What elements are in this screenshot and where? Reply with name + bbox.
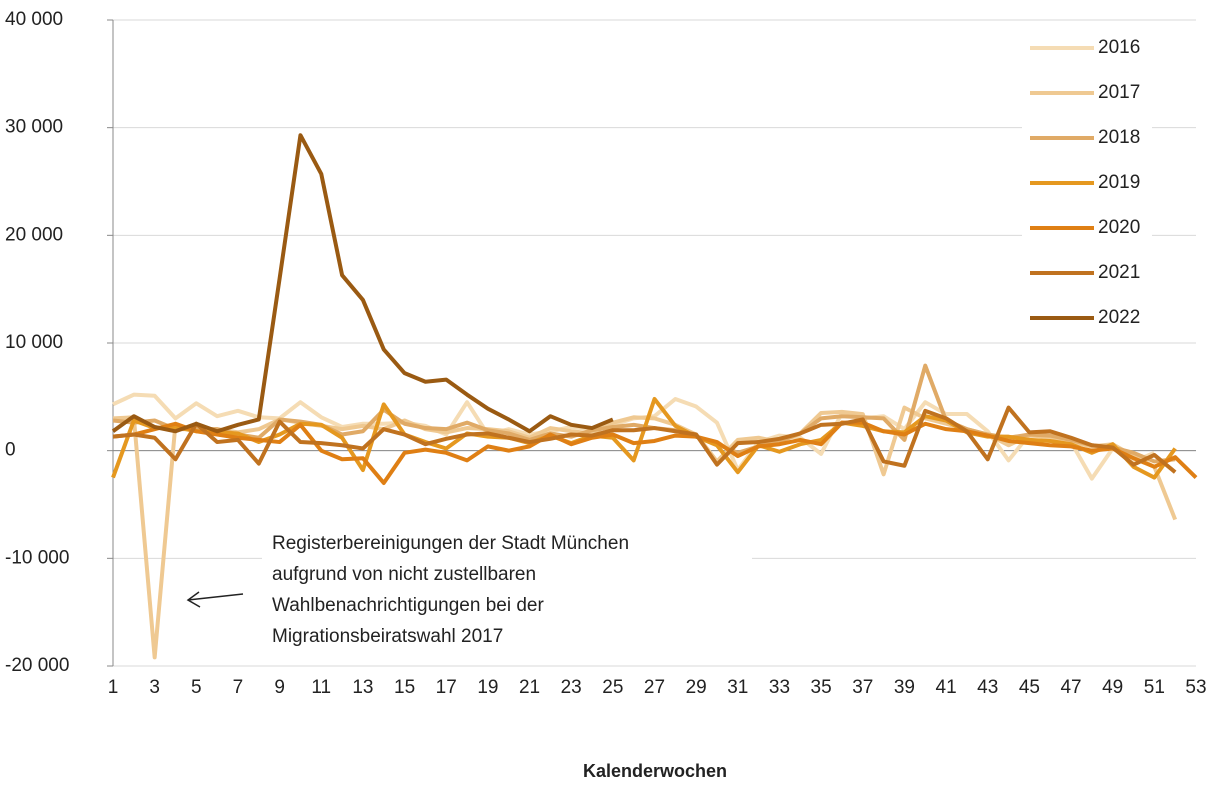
y-tick-label: -10 000	[5, 547, 69, 568]
x-axis-label: Kalenderwochen	[583, 761, 727, 781]
x-tick-label: 9	[274, 677, 285, 698]
data-line	[112, 405, 1177, 474]
x-tick-label: 43	[977, 677, 998, 698]
x-tick-label: 41	[936, 677, 957, 698]
legend-label: 2020	[1098, 217, 1140, 238]
x-tick-label: 5	[191, 677, 202, 698]
x-tick-label: 13	[352, 677, 373, 698]
x-tick-label: 33	[769, 677, 790, 698]
x-tick-label: 15	[394, 677, 415, 698]
y-tick-label: 40 000	[5, 9, 63, 30]
annotation: aufgrund von nicht zustellbaren	[272, 564, 536, 585]
x-tick-label: 37	[852, 677, 873, 698]
y-tick-label: 0	[5, 440, 16, 461]
y-tick-label: 20 000	[5, 224, 63, 245]
x-tick-label: 11	[311, 677, 331, 698]
x-tick-label: 19	[477, 677, 498, 698]
y-tick-label: 10 000	[5, 332, 63, 353]
x-tick-label: 45	[1019, 677, 1040, 698]
y-tick-label: -20 000	[5, 655, 69, 676]
legend-label: 2016	[1098, 37, 1140, 58]
legend-label: 2021	[1098, 262, 1140, 283]
x-tick-label: 49	[1102, 677, 1123, 698]
x-tick-label: 17	[436, 677, 457, 698]
annotation: Registerbereinigungen der Stadt München	[272, 533, 629, 554]
annotation-arrow	[186, 591, 244, 608]
x-tick-label: 29	[686, 677, 707, 698]
annotation: Migrationsbeiratswahl 2017	[272, 626, 503, 647]
x-tick-label: 51	[1144, 677, 1165, 698]
legend-label: 2019	[1098, 172, 1140, 193]
legend-label: 2022	[1098, 307, 1140, 328]
x-tick-label: 35	[811, 677, 832, 698]
x-tick-label: 53	[1185, 677, 1206, 698]
data-line	[111, 133, 614, 434]
data-line	[112, 420, 1198, 485]
x-tick-label: 39	[894, 677, 915, 698]
x-tick-label: 47	[1060, 677, 1081, 698]
annotation: Wahlbenachrichtigungen bei der	[272, 595, 544, 616]
x-tick-label: 23	[561, 677, 582, 698]
x-tick-label: 7	[233, 677, 244, 698]
annotation-bg	[262, 526, 752, 656]
x-tick-label: 3	[149, 677, 160, 698]
x-tick-label: 21	[519, 677, 540, 698]
y-tick-label: 30 000	[5, 117, 63, 138]
legend-label: 2017	[1098, 82, 1140, 103]
x-tick-label: 1	[108, 677, 119, 698]
x-tick-label: 25	[602, 677, 623, 698]
legend-label: 2018	[1098, 127, 1140, 148]
x-tick-label: 27	[644, 677, 665, 698]
x-tick-label: 31	[727, 677, 748, 698]
